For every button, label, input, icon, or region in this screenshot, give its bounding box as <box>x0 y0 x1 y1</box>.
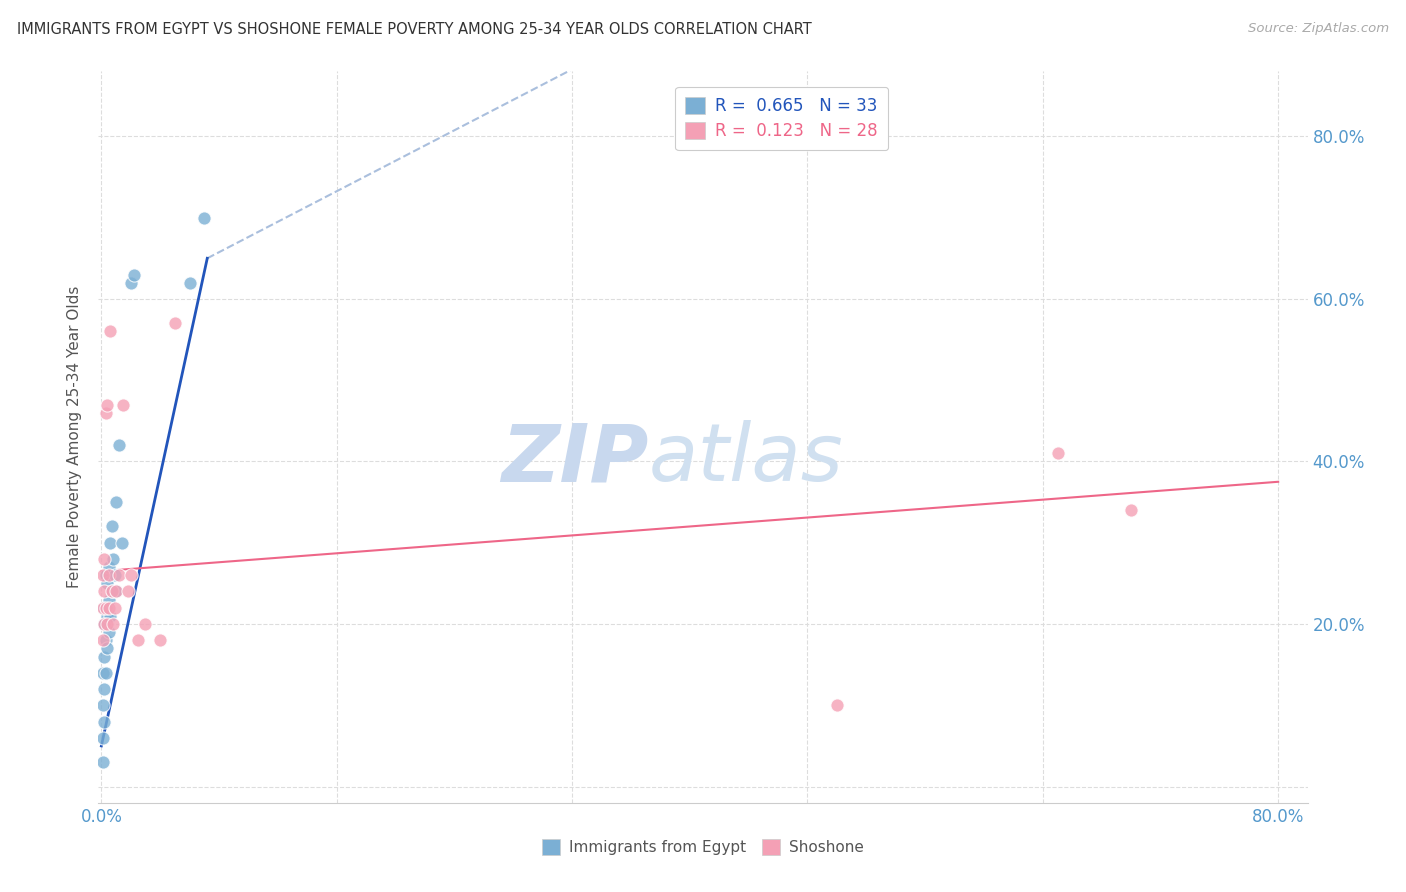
Point <box>91 755 114 769</box>
Point <box>93 649 115 664</box>
Point <box>163 316 186 330</box>
Point <box>105 584 128 599</box>
Point <box>96 576 118 591</box>
Point <box>94 600 117 615</box>
Point <box>93 552 115 566</box>
Point <box>111 535 134 549</box>
Text: IMMIGRANTS FROM EGYPT VS SHOSHONE FEMALE POVERTY AMONG 25-34 YEAR OLDS CORRELATI: IMMIGRANTS FROM EGYPT VS SHOSHONE FEMALE… <box>17 22 811 37</box>
Point <box>91 633 114 648</box>
Point <box>96 641 118 656</box>
Point <box>97 568 120 582</box>
Point <box>97 592 120 607</box>
Point <box>134 617 156 632</box>
Point <box>94 665 117 680</box>
Point <box>100 584 122 599</box>
Point <box>105 495 128 509</box>
Point <box>120 568 142 582</box>
Point <box>105 584 128 599</box>
Point <box>97 600 120 615</box>
Point <box>98 608 121 623</box>
Point <box>101 617 124 632</box>
Point <box>91 698 114 713</box>
Point <box>96 608 118 623</box>
Point <box>93 584 115 599</box>
Point <box>108 438 131 452</box>
Point <box>104 568 127 582</box>
Point <box>93 617 115 632</box>
Point <box>98 535 121 549</box>
Point <box>100 519 122 533</box>
Point <box>94 600 117 615</box>
Point <box>97 625 120 640</box>
Point <box>104 600 127 615</box>
Text: atlas: atlas <box>648 420 844 498</box>
Point <box>97 560 120 574</box>
Text: Source: ZipAtlas.com: Source: ZipAtlas.com <box>1249 22 1389 36</box>
Point <box>122 268 145 282</box>
Point <box>91 600 114 615</box>
Point <box>91 568 114 582</box>
Point <box>127 633 149 648</box>
Point <box>825 698 848 713</box>
Point <box>94 568 117 582</box>
Point <box>93 714 115 729</box>
Point <box>94 406 117 420</box>
Point <box>101 552 124 566</box>
Point <box>108 568 131 582</box>
Point <box>96 617 118 632</box>
Legend: Immigrants from Egypt, Shoshone: Immigrants from Egypt, Shoshone <box>536 833 870 861</box>
Point <box>91 665 114 680</box>
Point <box>93 617 115 632</box>
Point <box>94 633 117 648</box>
Point <box>1046 446 1069 460</box>
Point <box>193 211 215 225</box>
Point <box>117 584 139 599</box>
Point <box>100 584 122 599</box>
Point <box>112 398 135 412</box>
Point <box>93 600 115 615</box>
Text: ZIP: ZIP <box>501 420 648 498</box>
Point <box>1119 503 1142 517</box>
Y-axis label: Female Poverty Among 25-34 Year Olds: Female Poverty Among 25-34 Year Olds <box>67 286 83 588</box>
Point <box>96 398 118 412</box>
Point <box>93 681 115 696</box>
Point <box>91 731 114 745</box>
Point <box>149 633 172 648</box>
Point <box>120 276 142 290</box>
Point <box>98 325 121 339</box>
Point <box>179 276 201 290</box>
